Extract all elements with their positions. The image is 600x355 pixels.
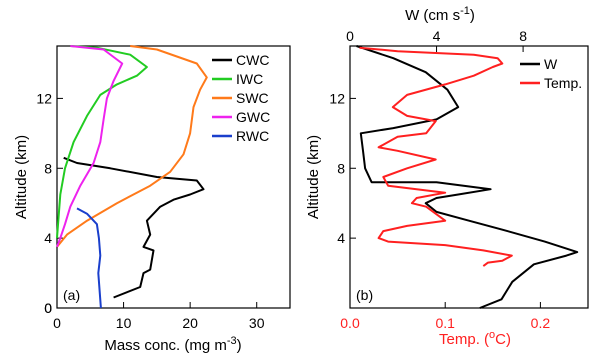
legend-label-iwc: IWC bbox=[236, 71, 263, 87]
panel-b-y-axis-label: Altitude (km) bbox=[305, 135, 322, 219]
panel-a-frame bbox=[56, 45, 291, 309]
series-line-rwc bbox=[76, 207, 102, 309]
panel-a-x-tick-label: 10 bbox=[116, 315, 132, 331]
panel-b-label: (b) bbox=[356, 287, 373, 303]
panel-b-y-ticks: 4 8 12 bbox=[329, 90, 356, 246]
panel-b: 4 8 12 0 4 8 0.0 0.1 0.2 (b) Altitude (km) W (… bbox=[305, 5, 589, 348]
panel-a: 00 4 8 12 0 10 20 30 (a) Altitude (km) Mass co… bbox=[13, 45, 291, 354]
panel-a-y-tick-label: 8 bbox=[44, 160, 52, 176]
legend-label-gwc: GWC bbox=[236, 109, 270, 125]
panel-a-y-tick-label: 12 bbox=[36, 90, 52, 106]
panel-a-y-tick-label: 0 bbox=[44, 300, 52, 316]
panel-b-frame bbox=[349, 45, 589, 309]
panel-b-top-tick-label: 8 bbox=[519, 28, 527, 44]
panel-a-label: (a) bbox=[63, 287, 80, 303]
legend-label-swc: SWC bbox=[236, 90, 269, 106]
panel-b-series bbox=[356, 45, 579, 309]
series-line-cwc bbox=[63, 156, 205, 299]
panel-b-top-tick-label: 4 bbox=[433, 28, 441, 44]
panel-b-bottom-x-ticks: 0.0 0.1 0.2 bbox=[340, 302, 550, 331]
panel-a-x-tick-label: 30 bbox=[249, 315, 265, 331]
series-line-gwc bbox=[56, 45, 124, 248]
panel-b-y-tick-label: 8 bbox=[337, 160, 345, 176]
series-line-w bbox=[356, 45, 579, 309]
panel-b-top-x-axis-label: W (cm s-1) bbox=[405, 5, 475, 24]
legend-label-rwc: RWC bbox=[236, 128, 269, 144]
panel-b-bottom-tick-label: 0.1 bbox=[435, 315, 455, 331]
panel-b-y-tick-label: 12 bbox=[329, 90, 345, 106]
series-line-temp bbox=[359, 46, 513, 267]
panel-a-legend: CWC IWC SWC GWC RWC bbox=[212, 52, 270, 144]
panel-b-top-tick-label: 0 bbox=[346, 28, 354, 44]
panel-a-y-axis-label: Altitude (km) bbox=[13, 135, 30, 219]
panel-b-top-x-ticks: 0 4 8 bbox=[346, 28, 527, 52]
panel-b-legend: W Temp. bbox=[520, 56, 582, 91]
panel-b-bottom-x-axis-label: Temp. (oC) bbox=[439, 329, 511, 348]
panel-b-bottom-tick-label: 0.0 bbox=[340, 315, 360, 331]
series-line-iwc bbox=[56, 45, 148, 239]
legend-label-temp: Temp. bbox=[544, 75, 582, 91]
panel-a-series bbox=[56, 45, 208, 309]
legend-label-w: W bbox=[544, 56, 558, 72]
series-line-swc bbox=[56, 45, 208, 248]
panel-b-y-tick-label: 4 bbox=[337, 230, 345, 246]
panel-a-y-tick-label: 0 bbox=[44, 300, 52, 316]
panel-a-x-tick-label: 20 bbox=[182, 315, 198, 331]
panel-a-x-axis-label: Mass conc. (mg m-3) bbox=[104, 335, 241, 354]
panel-b-bottom-tick-label: 0.2 bbox=[531, 315, 551, 331]
panel-a-x-tick-label: 0 bbox=[53, 315, 61, 331]
panel-a-y-tick-label: 4 bbox=[44, 230, 52, 246]
panel-a-x-ticks: 0 10 20 30 bbox=[53, 302, 265, 331]
legend-label-cwc: CWC bbox=[236, 52, 269, 68]
